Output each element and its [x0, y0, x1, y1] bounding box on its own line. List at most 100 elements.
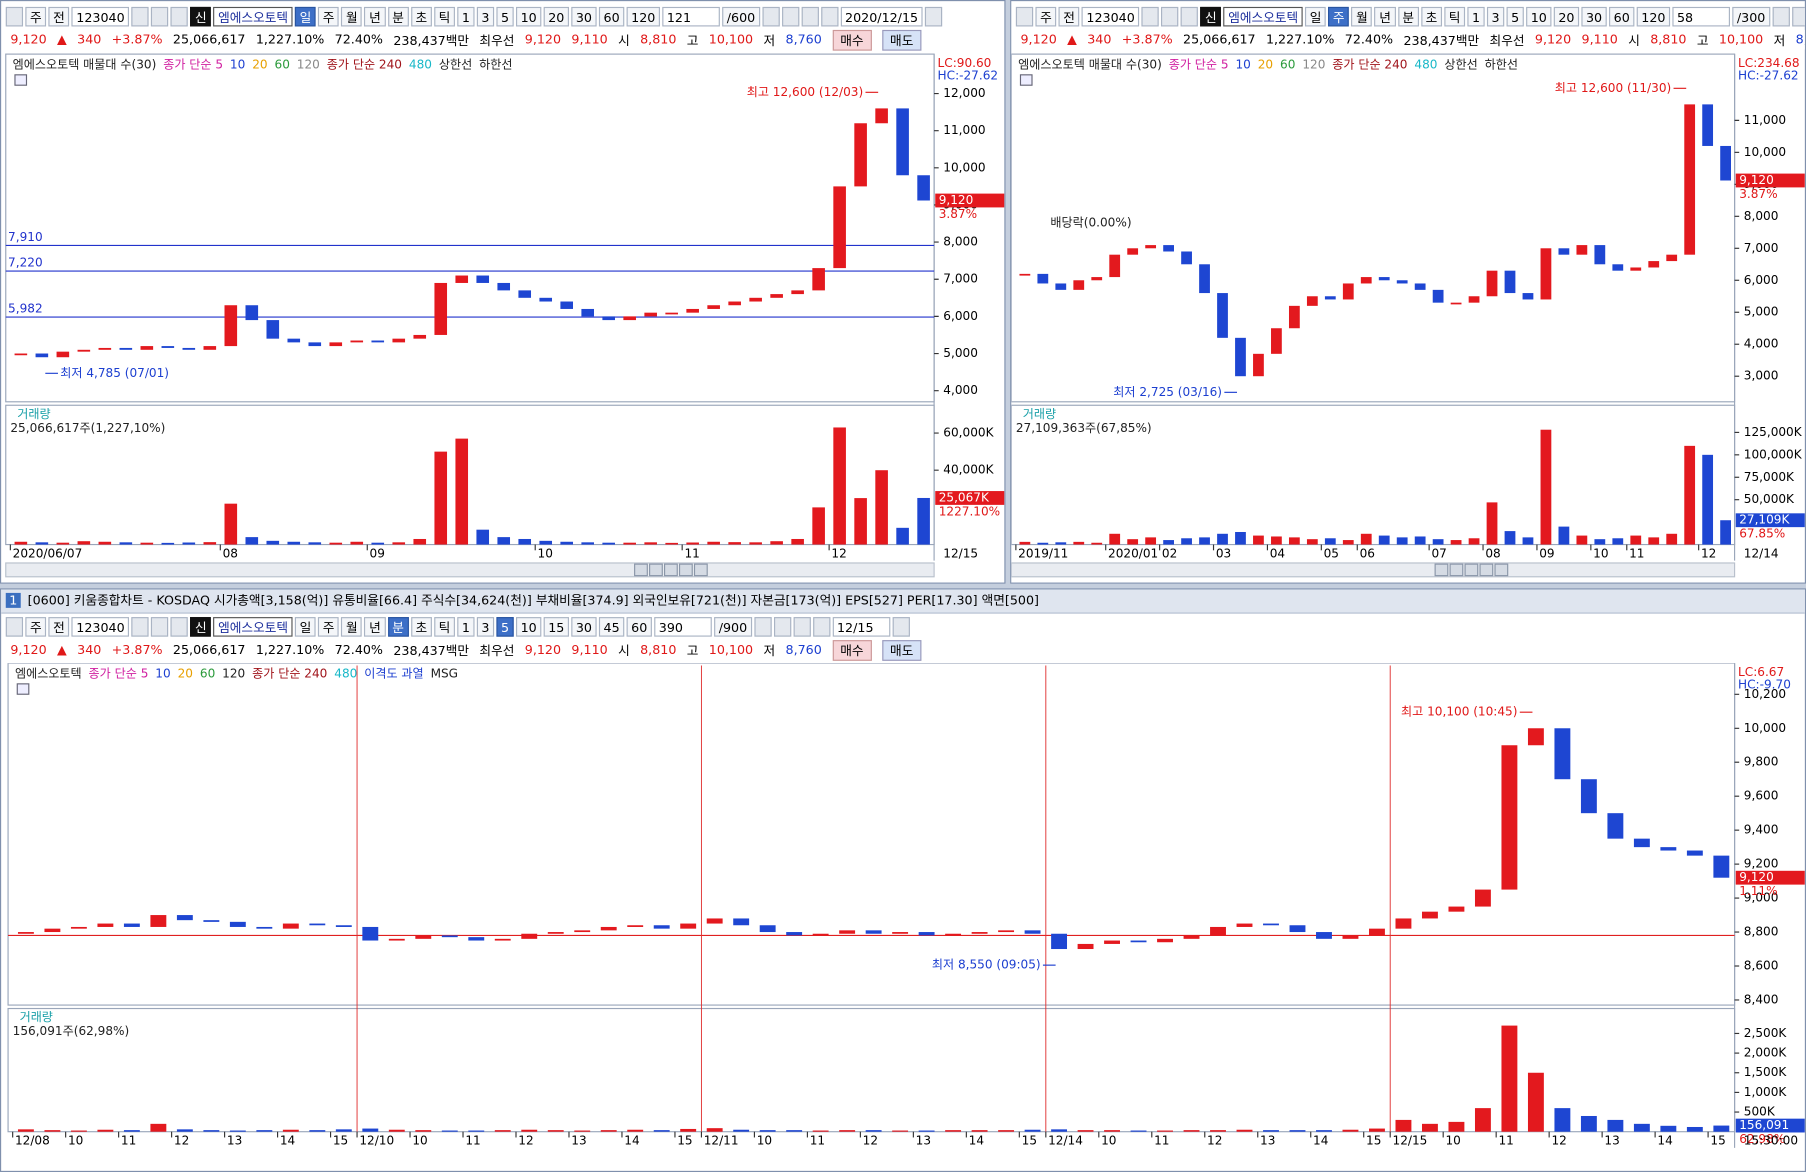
market-tab[interactable]: 전	[1058, 6, 1080, 27]
period-button[interactable]: 분	[1397, 6, 1419, 27]
interval-button[interactable]: 60	[1609, 6, 1635, 27]
scroll-button[interactable]	[634, 563, 648, 577]
period-button[interactable]: 틱	[1444, 6, 1466, 27]
icon-button[interactable]	[892, 617, 910, 637]
date-input[interactable]: 2020/12/15	[840, 6, 923, 27]
interval-button[interactable]: 120	[626, 6, 660, 27]
scroll-button[interactable]	[664, 563, 678, 577]
type-dropdown[interactable]: 주	[1035, 6, 1057, 27]
buy-button[interactable]: 매수	[832, 29, 872, 51]
interval-button[interactable]: 3	[1486, 6, 1505, 27]
icon-button[interactable]	[131, 617, 149, 637]
stock-name[interactable]: 엠에스오토텍	[1223, 6, 1303, 27]
market-tab[interactable]: 전	[48, 6, 70, 27]
scroll-button[interactable]	[1494, 563, 1509, 577]
interval-button[interactable]: 15	[543, 617, 569, 637]
interval-button[interactable]: 20	[1553, 6, 1580, 27]
period-button[interactable]: 틱	[434, 617, 455, 637]
period-button[interactable]: 년	[364, 617, 386, 637]
icon-button[interactable]	[1180, 6, 1199, 27]
type-dropdown[interactable]: 주	[25, 617, 47, 637]
icon-button[interactable]	[1141, 6, 1159, 27]
market-tab[interactable]: 전	[48, 617, 70, 637]
period-button[interactable]: 일	[294, 617, 316, 637]
type-dropdown[interactable]: 주	[25, 6, 47, 27]
interval-button[interactable]: 30	[571, 6, 597, 27]
code-input[interactable]: 123040	[71, 617, 130, 637]
icon-button[interactable]	[131, 6, 149, 27]
icon-button[interactable]	[754, 617, 772, 637]
interval-button[interactable]: 5	[1506, 6, 1524, 27]
icon-button[interactable]	[773, 617, 791, 637]
period-button[interactable]: 일	[1305, 6, 1326, 27]
scroll-button[interactable]	[1464, 563, 1479, 577]
count-input[interactable]: 121	[662, 6, 720, 27]
icon-button[interactable]	[1772, 6, 1790, 27]
period-button[interactable]: 초	[410, 617, 432, 637]
period-button[interactable]: 월	[341, 617, 363, 637]
buy-button[interactable]: 매수	[832, 639, 872, 661]
period-button[interactable]: 분	[387, 617, 409, 637]
period-button[interactable]: 월	[1351, 6, 1373, 27]
icon-button[interactable]	[820, 6, 839, 27]
icon-button[interactable]	[793, 617, 811, 637]
icon-button[interactable]	[1161, 6, 1179, 27]
scroll-button[interactable]	[678, 563, 693, 577]
icon-button[interactable]	[151, 617, 169, 637]
sell-button[interactable]: 매도	[881, 29, 922, 51]
code-input[interactable]: 123040	[1081, 6, 1140, 27]
scroll-button[interactable]	[649, 563, 663, 577]
period-button[interactable]: 주	[318, 6, 340, 27]
scroll-button[interactable]	[1449, 563, 1464, 577]
scroll-button[interactable]	[693, 563, 708, 577]
interval-button[interactable]: 10	[515, 617, 542, 637]
period-button[interactable]: 분	[387, 6, 409, 27]
interval-button[interactable]: 60	[598, 6, 625, 27]
interval-button[interactable]: 45	[598, 617, 625, 637]
icon-button[interactable]	[5, 6, 24, 27]
icon-button[interactable]	[924, 6, 943, 27]
code-input[interactable]: 123040	[71, 6, 130, 27]
icon-button[interactable]	[170, 617, 189, 637]
interval-button[interactable]: 3	[476, 617, 495, 637]
icon-button[interactable]	[1015, 6, 1034, 27]
icon-button[interactable]	[170, 6, 189, 27]
icon-button[interactable]	[1791, 6, 1805, 27]
icon-button[interactable]	[801, 6, 819, 27]
icon-button[interactable]	[781, 6, 799, 27]
interval-button[interactable]: 1	[457, 617, 475, 637]
period-button[interactable]: 주	[318, 617, 340, 637]
interval-button[interactable]: 10	[1526, 6, 1552, 27]
interval-button[interactable]: 120	[1636, 6, 1671, 27]
stock-name[interactable]: 엠에스오토텍	[213, 617, 293, 637]
interval-button[interactable]: 5	[496, 617, 514, 637]
scroll-button[interactable]	[1434, 563, 1449, 577]
sell-button[interactable]: 매도	[881, 639, 922, 661]
interval-button[interactable]: 10	[515, 6, 542, 27]
period-button[interactable]: 월	[341, 6, 363, 27]
period-button[interactable]: 주	[1328, 6, 1350, 27]
period-button[interactable]: 일	[294, 6, 316, 27]
period-button[interactable]: 초	[410, 6, 432, 27]
interval-button[interactable]: 5	[496, 6, 514, 27]
count-input[interactable]: 58	[1672, 6, 1730, 27]
interval-button[interactable]: 1	[457, 6, 475, 27]
scroll-button[interactable]	[1479, 563, 1494, 577]
interval-button[interactable]: 30	[571, 617, 597, 637]
count-input[interactable]: 390	[654, 617, 712, 637]
stock-name[interactable]: 엠에스오토텍	[213, 6, 293, 27]
icon-button[interactable]	[762, 6, 780, 27]
interval-button[interactable]: 30	[1581, 6, 1607, 27]
period-button[interactable]: 년	[1374, 6, 1396, 27]
icon-button[interactable]	[151, 6, 169, 27]
period-button[interactable]: 틱	[434, 6, 455, 27]
period-button[interactable]: 초	[1420, 6, 1442, 27]
interval-button[interactable]: 3	[476, 6, 495, 27]
date-input[interactable]: 12/15	[832, 617, 890, 637]
interval-button[interactable]: 60	[626, 617, 652, 637]
icon-button[interactable]	[5, 617, 24, 637]
period-button[interactable]: 년	[364, 6, 386, 27]
icon-button[interactable]	[812, 617, 831, 637]
interval-button[interactable]: 1	[1467, 6, 1485, 27]
interval-button[interactable]: 20	[543, 6, 569, 27]
